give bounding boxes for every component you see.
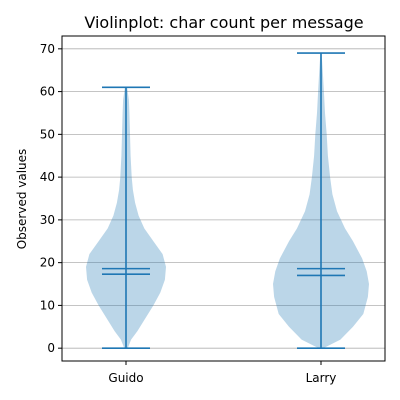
y-tick-label: 20 (40, 256, 55, 270)
y-tick-label: 0 (47, 341, 55, 355)
x-tick-label: Guido (108, 371, 143, 385)
y-tick-label: 40 (40, 170, 55, 184)
chart-title: Violinplot: char count per message (84, 13, 363, 32)
x-axis: Guido Larry (108, 361, 336, 385)
x-tick-label: Larry (306, 371, 337, 385)
y-tick-label: 60 (40, 85, 55, 99)
violin-stat-lines (102, 52, 345, 349)
y-axis: 0 10 20 30 40 50 60 70 (40, 42, 62, 355)
grid-lines (62, 48, 385, 349)
y-tick-label: 50 (40, 127, 55, 141)
violin-bodies (86, 53, 369, 349)
y-tick-label: 30 (40, 213, 55, 227)
y-axis-label: Observed values (15, 149, 29, 250)
plot-frame (61, 35, 386, 362)
y-tick-label: 10 (40, 298, 55, 312)
y-tick-label: 70 (40, 42, 55, 56)
